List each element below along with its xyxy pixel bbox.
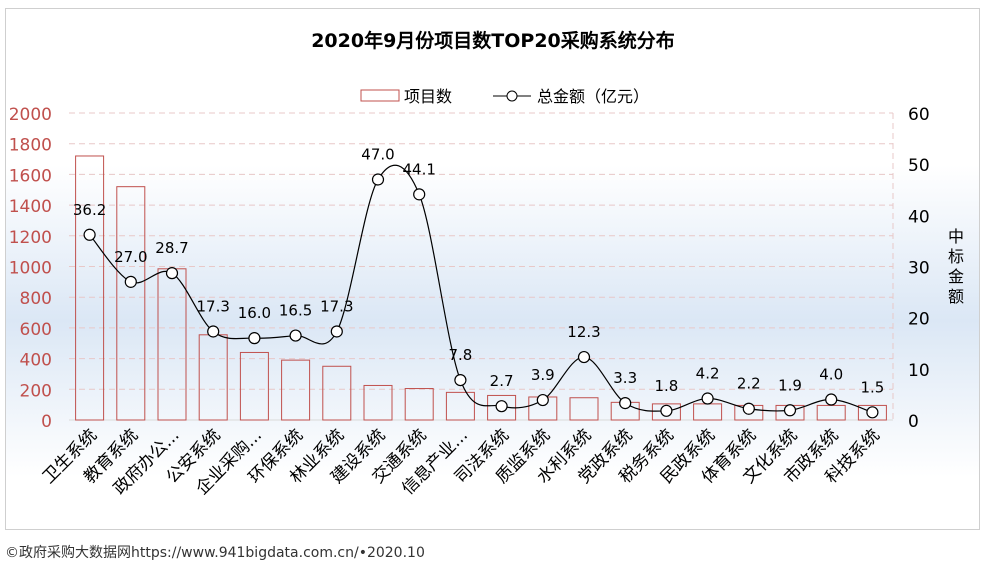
bar	[281, 359, 311, 421]
line-marker	[207, 325, 220, 338]
data-label: 36.2	[73, 201, 106, 219]
amount-data-labels: 36.2 27.0 28.7 17.3 16.0 16.5 17.3 47.0 44.1 7.8 2…	[73, 146, 884, 397]
line-marker	[495, 400, 508, 413]
line-marker	[454, 373, 467, 387]
line-marker	[783, 404, 797, 417]
line-marker	[742, 402, 755, 415]
left-tick-label: 2000	[9, 105, 52, 125]
footer-credit: ©政府采购大数据网https://www.941bigdata.com.cn/•…	[5, 545, 425, 561]
data-label: 1.5	[860, 378, 884, 396]
line-marker	[124, 275, 137, 288]
left-tick-label: 1000	[9, 259, 52, 279]
gridlines	[69, 112, 894, 421]
bar	[239, 351, 269, 421]
line-marker	[619, 397, 632, 410]
left-tick-label: 1400	[9, 197, 52, 217]
legend-line-label: 总金额（亿元）	[537, 87, 649, 106]
line-marker	[536, 393, 549, 407]
data-label: 47.0	[361, 146, 394, 164]
data-label: 44.1	[402, 160, 435, 178]
chart-frame: 2020年9月份项目数TOP20采购系统分布 项目数 总金额（亿元） 中标金额 …	[5, 8, 980, 530]
bar	[157, 268, 187, 421]
line-marker	[866, 406, 879, 419]
left-tick-label: 600	[20, 320, 52, 340]
data-label: 1.8	[654, 377, 678, 395]
data-label: 12.3	[567, 323, 600, 341]
data-label: 17.3	[196, 297, 229, 315]
bar	[445, 391, 475, 421]
chart-title: 2020年9月份项目数TOP20采购系统分布	[311, 29, 675, 52]
line-marker	[371, 173, 385, 186]
data-label: 28.7	[155, 239, 188, 257]
left-axis-ticks: 0 200 400 600 800 1000 1200 1400 1600 1800 2000	[9, 105, 52, 432]
chart-svg: 2020年9月份项目数TOP20采购系统分布 项目数 总金额（亿元） 中标金额 …	[9, 29, 964, 499]
legend-bar-label: 项目数	[404, 87, 452, 106]
bar	[116, 186, 146, 421]
bar	[857, 404, 887, 421]
legend-line-marker	[506, 90, 518, 102]
right-tick-label: 20	[908, 310, 930, 330]
right-tick-label: 0	[908, 412, 919, 432]
bar	[693, 403, 723, 421]
line-marker	[83, 228, 96, 241]
amount-markers	[83, 173, 879, 419]
bar	[198, 334, 228, 421]
line-marker	[165, 267, 179, 280]
bar	[363, 384, 393, 421]
data-label: 3.9	[531, 366, 555, 384]
left-tick-label: 1600	[9, 166, 52, 186]
line-marker	[825, 393, 838, 406]
data-label: 1.9	[778, 376, 802, 394]
left-tick-label: 400	[20, 351, 52, 371]
bar-series	[75, 155, 887, 421]
right-tick-label: 40	[908, 207, 930, 227]
line-marker	[701, 392, 714, 405]
line-marker	[413, 188, 426, 201]
data-label: 7.8	[448, 346, 472, 364]
bar	[322, 365, 352, 421]
data-label: 16.0	[238, 304, 271, 322]
data-label: 4.2	[696, 365, 720, 383]
legend: 项目数 总金额（亿元）	[360, 87, 649, 106]
left-tick-label: 1800	[9, 136, 52, 156]
bar	[816, 404, 846, 421]
left-tick-label: 800	[20, 289, 52, 309]
right-axis-ticks: 0 10 20 30 40 50 60	[908, 105, 930, 432]
left-tick-label: 200	[20, 381, 52, 401]
data-label: 27.0	[114, 248, 147, 266]
data-label: 3.3	[613, 369, 637, 387]
line-marker	[577, 350, 591, 364]
category-labels: 卫生系统教育系统政府办公...公安系统企业采购...环保系统林业系统建设系统交通…	[39, 425, 884, 499]
bar	[569, 397, 599, 421]
right-tick-label: 30	[908, 259, 930, 279]
data-label: 2.2	[737, 375, 761, 393]
data-label: 16.5	[279, 302, 312, 320]
right-tick-label: 60	[908, 105, 930, 125]
right-axis-label: 中标金额	[948, 227, 964, 306]
data-label: 2.7	[490, 372, 514, 390]
line-marker	[248, 332, 261, 345]
bar	[75, 155, 105, 421]
line-marker	[660, 404, 673, 417]
left-tick-label: 0	[41, 412, 52, 432]
right-tick-label: 50	[908, 156, 930, 176]
bar	[651, 403, 681, 421]
bar	[404, 388, 434, 421]
data-label: 17.3	[320, 297, 353, 315]
left-tick-label: 1200	[9, 228, 52, 248]
legend-bar-swatch	[360, 89, 400, 102]
line-marker	[330, 325, 343, 338]
right-tick-label: 10	[908, 361, 930, 381]
line-marker	[289, 329, 302, 342]
data-label: 4.0	[819, 366, 843, 384]
